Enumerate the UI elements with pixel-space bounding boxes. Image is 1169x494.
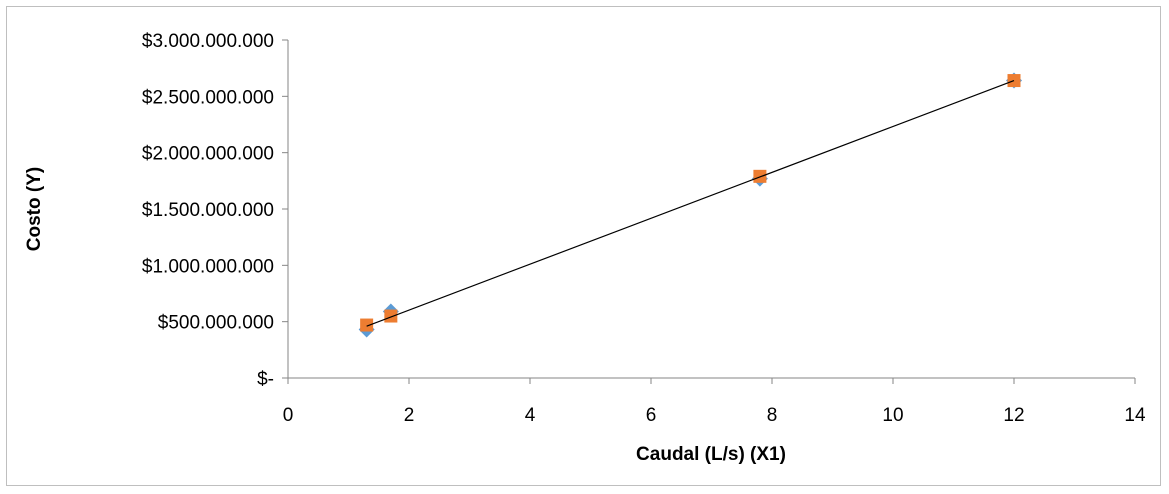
x-tick-label: 2 bbox=[404, 405, 415, 426]
x-tick-label: 6 bbox=[646, 405, 657, 426]
y-tick-label: $2.000.000.000 bbox=[142, 144, 274, 165]
x-tick-label: 10 bbox=[882, 405, 903, 426]
x-tick-label: 12 bbox=[1003, 405, 1024, 426]
y-tick-label: $- bbox=[257, 369, 274, 390]
chart-area bbox=[6, 6, 1161, 486]
data-point-square bbox=[384, 309, 398, 323]
y-tick-label: $500.000.000 bbox=[158, 313, 274, 334]
x-axis-title: Caudal (L/s) (X1) bbox=[636, 444, 786, 465]
data-point-square bbox=[753, 169, 767, 183]
y-axis-title: Costo (Y) bbox=[24, 167, 45, 251]
plot-marks bbox=[358, 72, 1022, 338]
y-tick-label: $1.000.000.000 bbox=[142, 256, 274, 277]
x-tick-label: 14 bbox=[1124, 405, 1146, 426]
data-point-square bbox=[360, 318, 374, 332]
x-tick-label: 4 bbox=[525, 405, 536, 426]
y-tick-label: $2.500.000.000 bbox=[142, 87, 274, 108]
trendline bbox=[366, 79, 1015, 327]
x-tick-label: 0 bbox=[283, 405, 294, 426]
y-tick-label: $3.000.000.000 bbox=[142, 31, 274, 52]
x-tick-label: 8 bbox=[767, 405, 778, 426]
axes: $- $500.000.000 $1.000.000.000 $1.500.000.0… bbox=[142, 31, 1146, 426]
y-tick-label: $1.500.000.000 bbox=[142, 200, 274, 221]
